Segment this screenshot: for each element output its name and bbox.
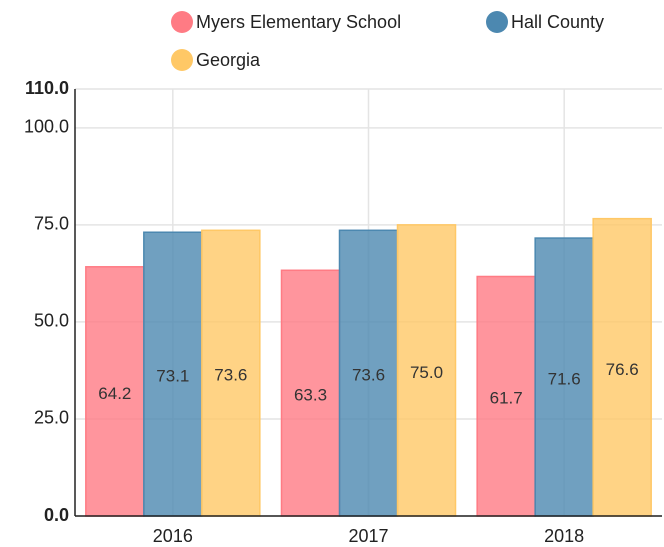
x-tick-label: 2017 — [348, 526, 388, 546]
value-label: 73.1 — [156, 367, 189, 386]
y-tick-label: 100.0 — [24, 117, 69, 137]
value-label: 75.0 — [410, 363, 443, 382]
bar — [396, 224, 457, 517]
bar — [201, 229, 261, 517]
y-tick-label: 110.0 — [25, 78, 69, 98]
value-label: 73.6 — [352, 366, 385, 385]
legend-marker[interactable] — [486, 11, 508, 33]
y-tick-label: 50.0 — [34, 311, 69, 331]
legend-label[interactable]: Myers Elementary School — [196, 12, 401, 32]
value-label: 63.3 — [294, 386, 327, 405]
bar — [592, 217, 652, 517]
legend-marker[interactable] — [171, 11, 193, 33]
value-label: 61.7 — [490, 389, 523, 408]
legend-label[interactable]: Hall County — [511, 12, 604, 32]
value-label: 73.6 — [214, 366, 247, 385]
value-label: 76.6 — [606, 360, 639, 379]
legend-label[interactable]: Georgia — [196, 50, 261, 70]
x-tick-label: 2016 — [153, 526, 193, 546]
x-tick-label: 2018 — [544, 526, 584, 546]
bar — [534, 237, 594, 517]
y-tick-label: 75.0 — [34, 214, 69, 234]
y-tick-label: 0.0 — [44, 505, 69, 525]
value-label: 71.6 — [548, 370, 581, 389]
y-tick-label: 25.0 — [34, 408, 69, 428]
legend-marker[interactable] — [171, 49, 193, 71]
value-label: 64.2 — [98, 384, 131, 403]
